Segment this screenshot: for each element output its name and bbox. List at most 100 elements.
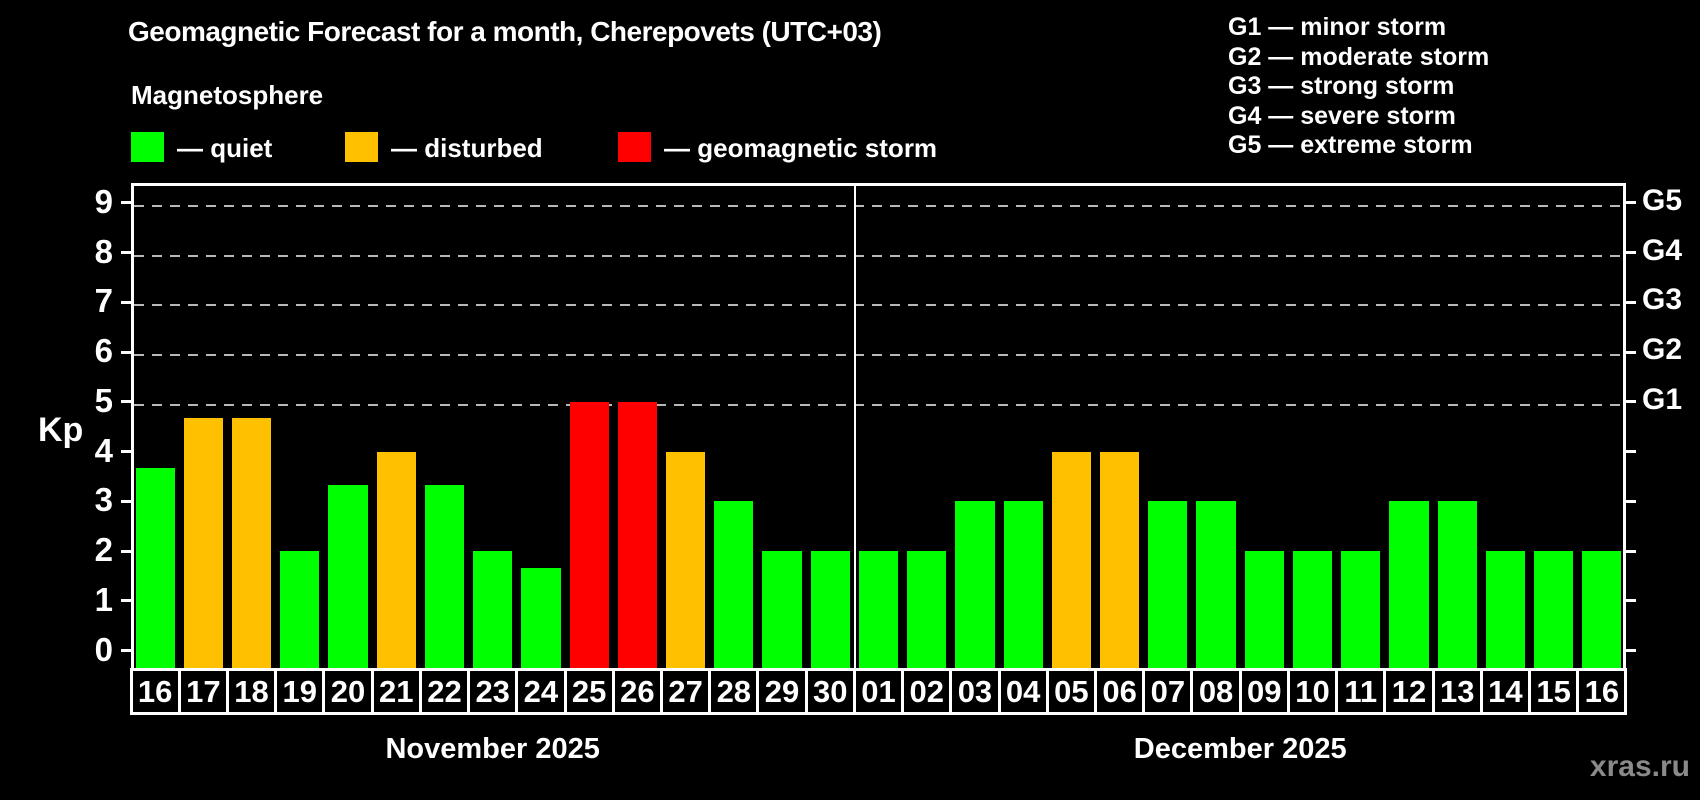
gridline-kp7 — [134, 304, 1623, 307]
day-cell-december-02: 02 — [901, 668, 953, 715]
day-cell-november-28: 28 — [708, 668, 760, 715]
g-legend-line-1: G1 — minor storm — [1228, 13, 1447, 41]
legend-item-storm: — geomagnetic storm — [618, 131, 937, 163]
right-tick-mark-4 — [1626, 450, 1636, 454]
bar-november-17 — [183, 418, 223, 668]
bar-november-23 — [473, 551, 513, 668]
g-axis-label-G3: G3 — [1642, 283, 1683, 317]
g-legend-line-3: G3 — strong storm — [1228, 72, 1455, 100]
y-axis-title: Kp — [38, 411, 84, 449]
day-cell-december-12: 12 — [1383, 668, 1435, 715]
g-axis-label-G4: G4 — [1642, 233, 1683, 267]
bar-december-05 — [1051, 451, 1091, 668]
bar-december-02 — [907, 551, 947, 668]
y-tick-label-8: 8 — [94, 232, 113, 270]
day-cell-november-29: 29 — [756, 668, 808, 715]
y-tick-label-7: 7 — [94, 282, 113, 320]
day-cell-december-13: 13 — [1431, 668, 1483, 715]
bar-december-16 — [1582, 551, 1622, 668]
g-scale-legend: G1 — minor storm G2 — moderate storm G3 — … — [1228, 13, 1489, 161]
day-cell-november-30: 30 — [804, 668, 856, 715]
day-cell-december-07: 07 — [1142, 668, 1194, 715]
bar-december-06 — [1100, 451, 1140, 668]
plot-area — [131, 183, 1626, 668]
bar-december-03 — [955, 501, 995, 668]
right-tick-mark-0 — [1626, 649, 1636, 653]
bar-november-28 — [714, 501, 754, 668]
day-cell-december-16: 16 — [1576, 668, 1628, 715]
bar-december-01 — [858, 551, 899, 668]
g-axis-label-G1: G1 — [1642, 382, 1683, 416]
day-cell-december-06: 06 — [1094, 668, 1146, 715]
day-cell-november-24: 24 — [515, 668, 567, 715]
y-tick-mark-6 — [121, 350, 131, 354]
bar-november-21 — [376, 451, 416, 668]
day-cell-december-08: 08 — [1190, 668, 1242, 715]
right-tick-mark-5 — [1626, 400, 1636, 404]
day-cell-december-10: 10 — [1286, 668, 1339, 715]
right-tick-mark-7 — [1626, 300, 1636, 304]
g-legend-line-4: G4 — severe storm — [1228, 101, 1456, 130]
right-tick-mark-2 — [1626, 549, 1636, 553]
y-tick-label-0: 0 — [94, 630, 113, 668]
bar-december-10 — [1292, 551, 1333, 668]
day-cell-december-04: 04 — [997, 668, 1049, 715]
bar-december-07 — [1148, 501, 1188, 668]
y-tick-mark-4 — [121, 450, 131, 454]
day-cell-november-23: 23 — [467, 668, 519, 715]
g-axis-label-G2: G2 — [1642, 333, 1683, 367]
bar-november-20 — [328, 484, 368, 668]
day-cell-december-03: 03 — [949, 668, 1001, 715]
y-tick-mark-0 — [121, 649, 131, 653]
y-tick-mark-3 — [121, 499, 131, 503]
y-tick-label-1: 1 — [94, 580, 113, 618]
bar-november-30 — [810, 551, 850, 668]
day-cell-november-21: 21 — [370, 668, 422, 715]
gridline-kp8 — [134, 254, 1623, 257]
bar-november-27 — [665, 451, 706, 668]
day-cell-november-25: 25 — [563, 668, 615, 715]
watermark: xras.ru — [1589, 750, 1690, 783]
day-cell-november-20: 20 — [322, 668, 374, 715]
y-tick-label-6: 6 — [94, 332, 113, 370]
legend-label-storm: — geomagnetic storm — [664, 133, 938, 163]
month-label-december: December 2025 — [1133, 733, 1347, 765]
day-cell-december-11: 11 — [1335, 668, 1387, 715]
bar-november-29 — [762, 551, 802, 668]
right-tick-mark-9 — [1626, 201, 1636, 205]
bar-november-18 — [231, 418, 272, 668]
day-cell-november-18: 18 — [225, 668, 278, 715]
day-cell-november-19: 19 — [274, 668, 326, 715]
y-tick-mark-7 — [121, 300, 131, 304]
legend-item-disturbed: — disturbed — [345, 131, 605, 163]
y-tick-mark-1 — [121, 599, 131, 603]
y-tick-mark-2 — [121, 549, 131, 553]
day-cell-november-16: 16 — [129, 668, 181, 715]
day-cell-december-15: 15 — [1528, 668, 1580, 715]
legend-swatch-quiet — [131, 132, 164, 162]
month-label-november: November 2025 — [385, 733, 600, 765]
right-tick-mark-6 — [1626, 350, 1636, 354]
bar-december-04 — [1003, 501, 1043, 668]
page-title: Geomagnetic Forecast for a month, Cherep… — [128, 16, 882, 47]
bar-november-25 — [569, 401, 609, 668]
day-cell-november-17: 17 — [177, 668, 229, 715]
y-tick-label-3: 3 — [94, 481, 113, 519]
month-divider — [854, 186, 857, 668]
day-cell-december-14: 14 — [1479, 668, 1532, 715]
bar-december-11 — [1341, 551, 1381, 668]
legend-swatch-disturbed — [345, 132, 378, 162]
gridline-kp6 — [134, 354, 1623, 357]
bar-november-22 — [424, 484, 465, 668]
bar-november-16 — [135, 468, 175, 668]
legend-item-quiet: — quiet — [131, 131, 391, 163]
legend-label-quiet: — quiet — [177, 133, 273, 163]
day-cell-december-05: 05 — [1045, 668, 1097, 715]
legend-label-disturbed: — disturbed — [391, 133, 543, 163]
right-tick-mark-1 — [1626, 599, 1636, 603]
y-tick-label-5: 5 — [94, 381, 113, 419]
legend-swatch-storm — [618, 132, 651, 162]
day-axis: 16 17 18 19 20 21 22 23 24 25 26 27 28 29 30 01 02 03 04 05… — [129, 668, 1628, 715]
gridline-kp5 — [134, 403, 1623, 406]
bar-december-12 — [1389, 501, 1429, 668]
